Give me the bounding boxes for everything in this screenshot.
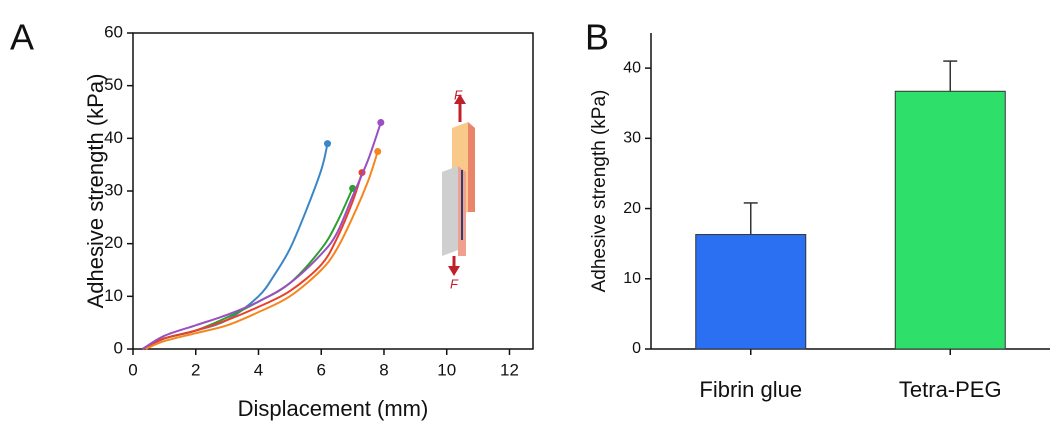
x-tick-label: 12 [500, 360, 519, 379]
x-tick-label: 2 [191, 360, 200, 379]
y-tick-label: 20 [623, 200, 641, 217]
y-tick-label: 20 [104, 233, 123, 252]
curve [141, 172, 363, 350]
y-tick-label: 50 [104, 75, 123, 94]
end-point [377, 119, 385, 127]
force-label: F [454, 87, 463, 102]
y-tick-label: 30 [104, 180, 123, 199]
x-tick-label: 4 [254, 360, 263, 379]
end-point [374, 148, 382, 155]
x-tick-label: 0 [128, 360, 137, 379]
panel-label: B [585, 17, 609, 58]
y-axis-label: Adhesive strength (kPa) [589, 90, 610, 293]
y-axis-label: Adhesive strength (kPa) [83, 74, 108, 309]
y-tick-label: 0 [114, 338, 123, 357]
y-tick-label: 60 [104, 22, 123, 41]
force-label: F [450, 276, 459, 291]
inset-diagram [442, 94, 475, 276]
curve [141, 187, 354, 350]
y-tick-label: 40 [104, 128, 123, 147]
y-tick-label: 30 [623, 130, 641, 147]
x-tick-label: Fibrin glue [699, 377, 802, 402]
plot-frame [132, 32, 534, 350]
y-tick-label: 40 [623, 59, 641, 76]
y-tick-label: 10 [104, 286, 123, 305]
x-tick-label: Tetra-PEG [899, 377, 1002, 402]
curve [141, 122, 382, 350]
x-axis-label: Displacement (mm) [238, 396, 429, 421]
curve [145, 151, 379, 350]
x-tick-label: 8 [379, 360, 388, 379]
bar [894, 90, 1006, 350]
end-point [324, 140, 332, 148]
panel-label: A [10, 17, 34, 58]
bar [695, 234, 807, 350]
curve [141, 143, 329, 350]
y-tick-label: 0 [632, 340, 641, 357]
x-tick-label: 10 [437, 360, 456, 379]
y-tick-label: 10 [623, 270, 641, 287]
x-tick-label: 6 [317, 360, 326, 379]
